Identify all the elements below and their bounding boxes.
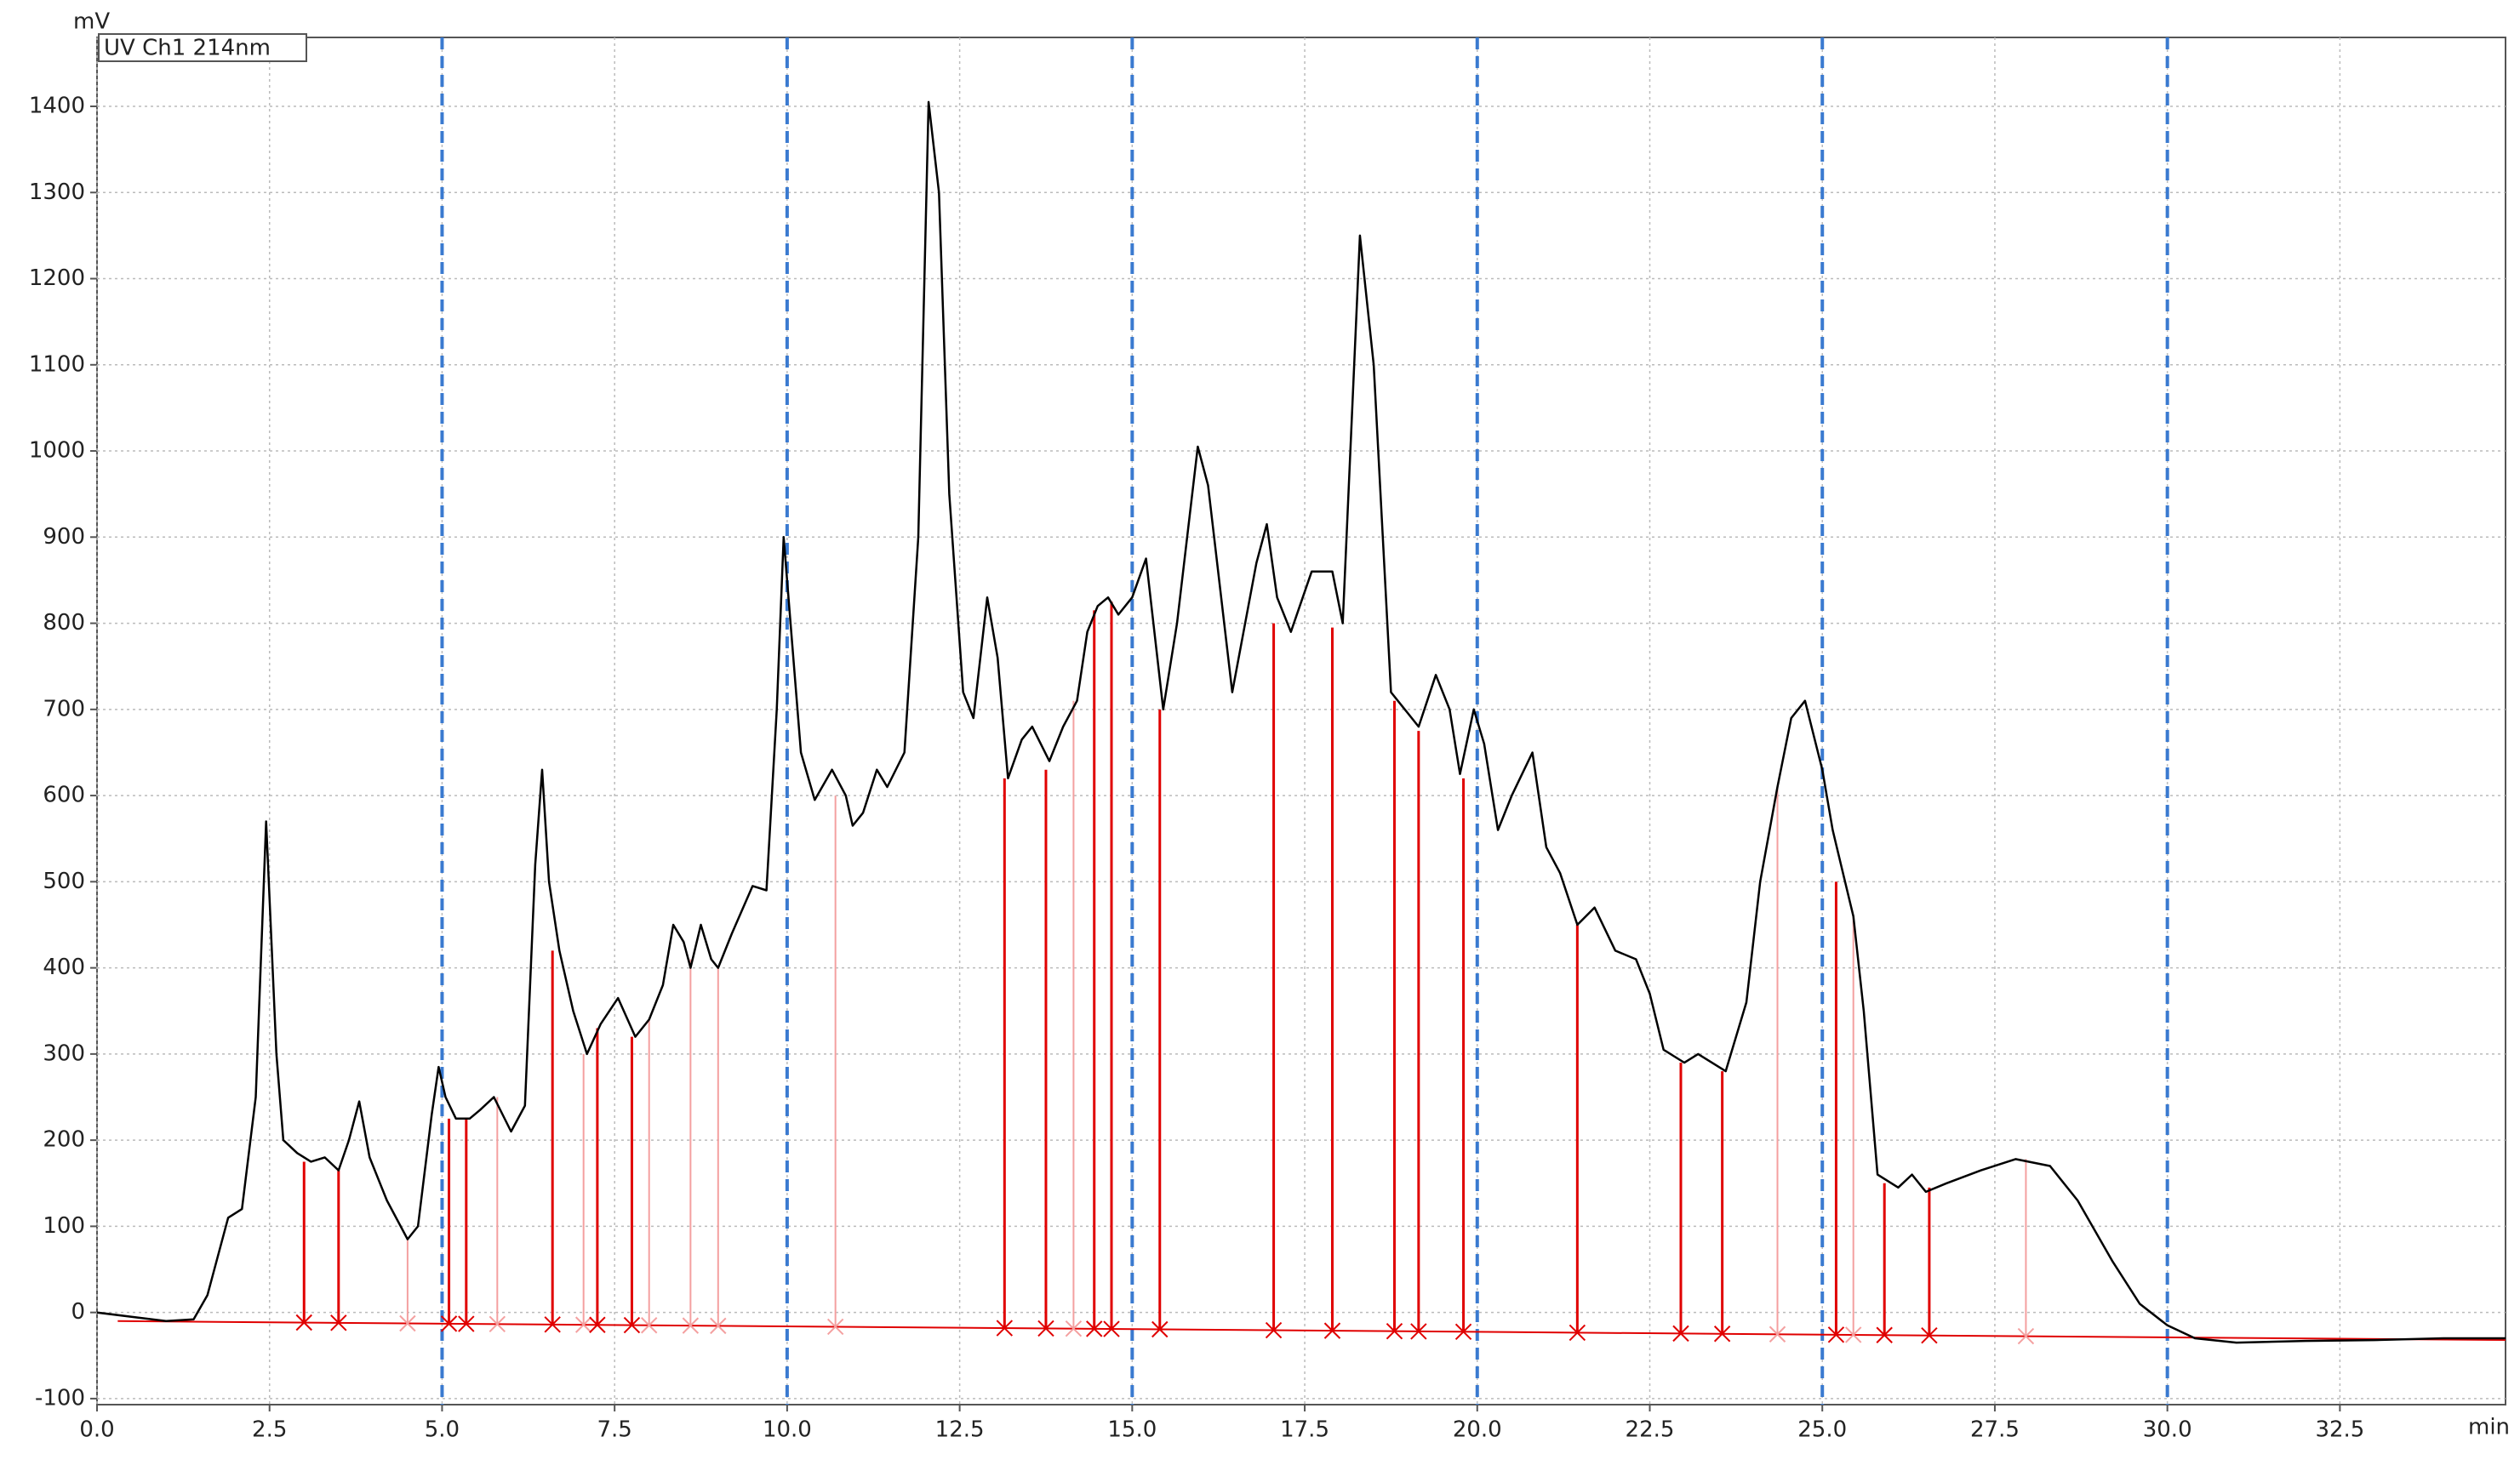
y-tick-label: 1000 bbox=[29, 438, 85, 464]
peak-cross bbox=[295, 1314, 312, 1331]
y-tick-label: 800 bbox=[43, 610, 85, 636]
peak-cross bbox=[826, 1318, 844, 1336]
baseline bbox=[117, 1320, 2506, 1342]
peak-cross bbox=[1454, 1323, 1472, 1341]
peak-cross bbox=[458, 1315, 475, 1332]
peak-cross bbox=[489, 1315, 506, 1333]
peak-cross bbox=[589, 1316, 606, 1333]
y-tick-label: 1200 bbox=[29, 265, 85, 291]
x-tick-label: 27.5 bbox=[1970, 1417, 2020, 1443]
x-tick-label: 15.0 bbox=[1107, 1417, 1157, 1443]
x-tick-label: 17.5 bbox=[1280, 1417, 1329, 1443]
peak-cross bbox=[710, 1317, 727, 1335]
peak-cross bbox=[1151, 1320, 1169, 1338]
x-tick-label: 30.0 bbox=[2143, 1417, 2192, 1443]
peak-cross bbox=[1386, 1322, 1403, 1340]
peak-cross bbox=[1876, 1326, 1893, 1343]
peak-cross bbox=[1410, 1323, 1427, 1340]
peak-cross bbox=[440, 1315, 458, 1332]
peak-cross bbox=[1827, 1326, 1845, 1343]
peak-cross bbox=[641, 1317, 658, 1334]
y-tick-label: 400 bbox=[43, 955, 85, 980]
y-tick-label: 900 bbox=[43, 524, 85, 550]
peak-cross bbox=[399, 1314, 416, 1332]
y-tick-label: 1100 bbox=[29, 351, 85, 377]
peak-cross bbox=[1845, 1326, 1862, 1343]
peak-cross bbox=[682, 1317, 700, 1334]
peak-cross bbox=[2017, 1327, 2035, 1345]
x-tick-label: 0.0 bbox=[79, 1417, 114, 1443]
peak-cross bbox=[1672, 1325, 1689, 1343]
x-tick-label: 25.0 bbox=[1797, 1417, 1847, 1443]
peak-cross bbox=[996, 1320, 1014, 1337]
y-axis-label: mV bbox=[73, 9, 110, 35]
y-tick-label: 500 bbox=[43, 869, 85, 894]
y-tick-label: 0 bbox=[71, 1299, 85, 1325]
peak-cross bbox=[1713, 1326, 1731, 1343]
x-tick-label: 22.5 bbox=[1626, 1417, 1675, 1443]
peak-cross bbox=[1103, 1320, 1120, 1337]
y-tick-label: 600 bbox=[43, 783, 85, 808]
peak-cross bbox=[544, 1316, 561, 1333]
y-tick-label: 200 bbox=[43, 1127, 85, 1153]
peak-cross bbox=[1065, 1320, 1083, 1337]
legend-box bbox=[98, 33, 307, 62]
y-tick-label: 300 bbox=[43, 1041, 85, 1066]
peak-cross bbox=[1323, 1322, 1341, 1339]
plot-frame bbox=[96, 37, 2506, 1405]
peak-cross bbox=[1769, 1326, 1786, 1343]
peak-cross bbox=[623, 1316, 641, 1334]
peak-cross bbox=[330, 1314, 347, 1331]
signal-line bbox=[96, 100, 2506, 1344]
x-tick-label: 20.0 bbox=[1453, 1417, 1502, 1443]
y-tick-label: -100 bbox=[35, 1385, 85, 1411]
peak-cross bbox=[574, 1316, 592, 1333]
x-tick-label: 32.5 bbox=[2315, 1417, 2364, 1443]
peak-cross bbox=[1037, 1320, 1054, 1337]
x-tick-label: 5.0 bbox=[425, 1417, 460, 1443]
peak-cross bbox=[1086, 1320, 1103, 1337]
x-tick-label: 12.5 bbox=[935, 1417, 985, 1443]
x-axis-label: min bbox=[2468, 1415, 2510, 1440]
x-tick-label: 2.5 bbox=[252, 1417, 287, 1443]
y-tick-label: 100 bbox=[43, 1213, 85, 1239]
legend-label: UV Ch1 214nm bbox=[104, 36, 271, 61]
peak-cross bbox=[1921, 1326, 1938, 1344]
x-tick-label: 10.0 bbox=[763, 1417, 812, 1443]
peak-cross bbox=[1265, 1321, 1283, 1339]
y-tick-label: 1300 bbox=[29, 180, 85, 205]
x-tick-label: 7.5 bbox=[597, 1417, 631, 1443]
y-tick-label: 1400 bbox=[29, 94, 85, 119]
peak-cross bbox=[1569, 1324, 1586, 1342]
y-tick-label: 700 bbox=[43, 696, 85, 721]
